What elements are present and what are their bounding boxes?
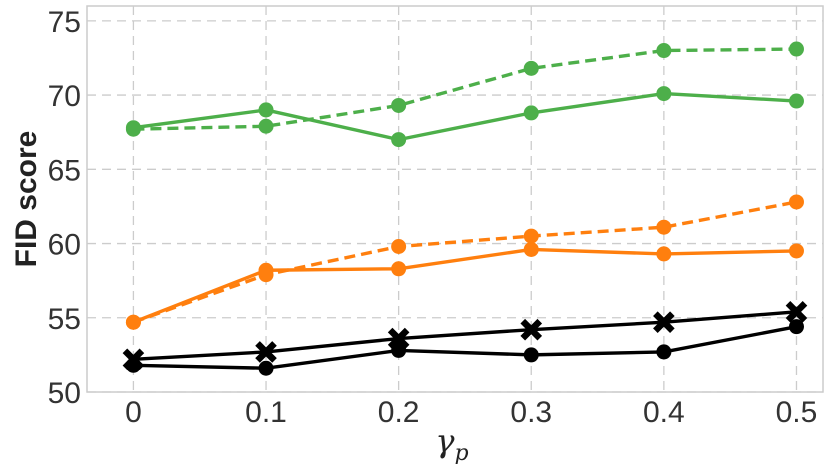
y-axis-label: FID score [10, 131, 43, 268]
series-line-green-dashed [133, 47, 797, 131]
data-point-x [387, 327, 410, 350]
x-axis-label-symbol: γ [435, 422, 455, 460]
x-tick-label: 0.4 [643, 396, 685, 429]
x-axis-label-subscript: p [455, 441, 469, 464]
series-green-solid [125, 86, 804, 148]
data-point [788, 319, 804, 335]
series-line-orange-dashed [132, 200, 797, 324]
data-point [656, 246, 672, 262]
series-green-dashed [125, 41, 804, 137]
data-point [656, 43, 672, 59]
y-tick-label: 70 [48, 80, 81, 113]
series-line-orange-solid [132, 247, 797, 324]
data-point [125, 120, 141, 136]
y-tick-label: 50 [48, 377, 81, 410]
series-line-black-circle [133, 325, 797, 370]
data-point [125, 357, 141, 373]
data-point [788, 194, 804, 210]
data-point [788, 41, 804, 57]
series-line-green-solid [133, 91, 797, 142]
y-tick-label: 55 [48, 303, 81, 336]
data-point [656, 86, 672, 102]
data-point [258, 262, 274, 278]
data-point-x [520, 318, 543, 341]
data-point [523, 347, 539, 363]
series-black-circle [125, 319, 804, 376]
x-tick-label: 0.3 [510, 396, 552, 429]
data-point [656, 219, 672, 235]
series-orange-dashed [125, 194, 804, 330]
data-point [523, 228, 539, 244]
x-axis-label: γp [435, 422, 468, 464]
data-point [523, 60, 539, 76]
x-tick-label: 0.2 [378, 396, 420, 429]
data-point [523, 241, 539, 257]
data-point [391, 342, 407, 358]
series-black-cross [122, 301, 808, 371]
data-point [391, 239, 407, 255]
data-point [391, 261, 407, 277]
data-point [788, 243, 804, 259]
data-point [258, 118, 274, 134]
data-point [391, 132, 407, 148]
series-line-black-cross [133, 310, 797, 362]
data-point-x [653, 311, 675, 334]
x-tick-label: 0 [125, 396, 142, 429]
y-tick-label: 65 [48, 154, 81, 187]
data-point [523, 105, 539, 121]
series-orange-solid [125, 241, 804, 330]
data-point [258, 360, 274, 376]
data-point [656, 344, 672, 360]
tick-labels: 0 0.1 0.2 0.3 0.4 0.5 50 55 60 65 70 75 [48, 6, 818, 429]
data-point [125, 314, 141, 330]
y-tick-label: 60 [48, 229, 81, 262]
x-tick-label: 0.1 [245, 396, 287, 429]
data-point [788, 93, 804, 109]
x-tick-label: 0.5 [776, 396, 818, 429]
data-point-x [255, 341, 277, 363]
plot-frame [86, 5, 824, 393]
data-point [391, 97, 407, 113]
data-point [258, 102, 274, 118]
series-group [122, 41, 808, 376]
data-point-x [785, 301, 808, 323]
y-tick-label: 75 [48, 6, 81, 39]
